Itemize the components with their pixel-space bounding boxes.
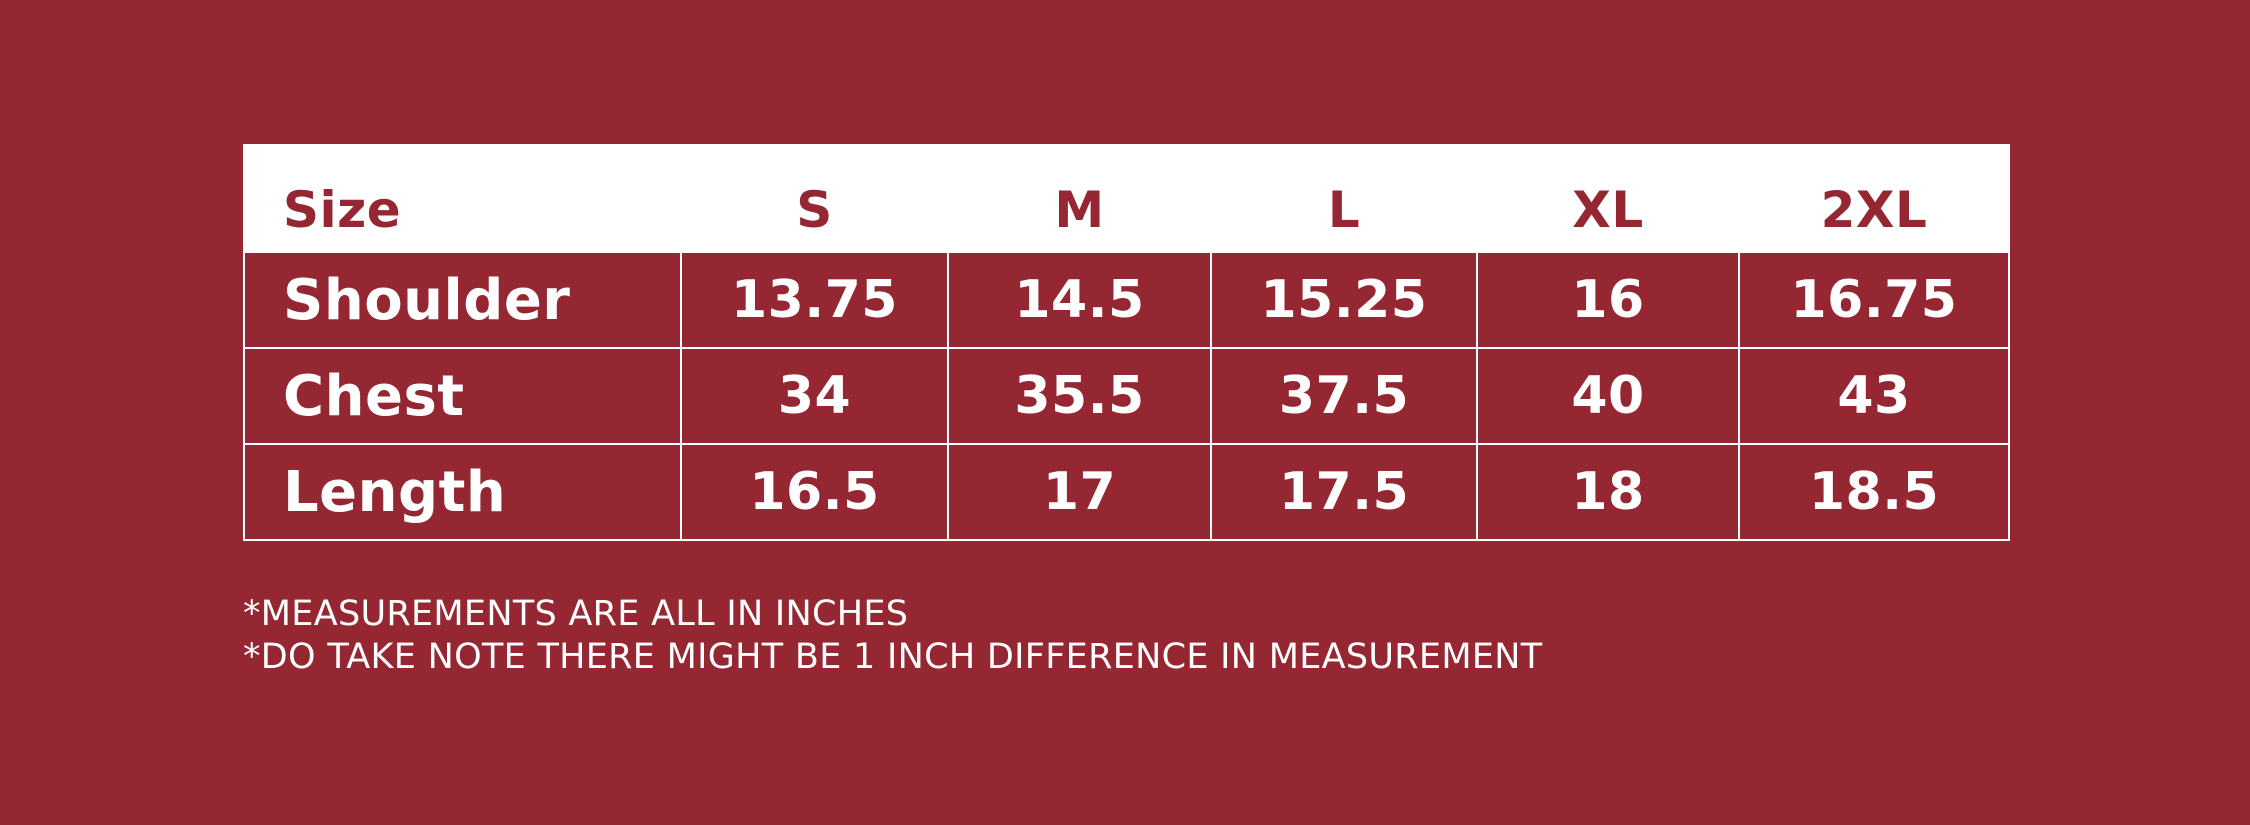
cell-shoulder-m: 14.5: [947, 251, 1212, 349]
cell-shoulder-2xl: 16.75: [1738, 251, 2010, 349]
header-row: Size S M L XL 2XL: [243, 144, 2010, 253]
cell-length-s: 16.5: [680, 443, 949, 541]
header-size-l: L: [1210, 144, 1478, 253]
header-size-label: Size: [243, 144, 682, 253]
cell-length-xl: 18: [1476, 443, 1740, 541]
cell-chest-m: 35.5: [947, 347, 1212, 445]
cell-chest-2xl: 43: [1738, 347, 2010, 445]
cell-length-m: 17: [947, 443, 1212, 541]
table-body: Shoulder 13.75 14.5 15.25 16 16.75 Chest…: [243, 251, 2010, 541]
cell-chest-l: 37.5: [1210, 347, 1478, 445]
cell-length-l: 17.5: [1210, 443, 1478, 541]
cell-shoulder-l: 15.25: [1210, 251, 1478, 349]
measurement-notes: *MEASUREMENTS ARE ALL IN INCHES *DO TAKE…: [243, 593, 1542, 679]
cell-shoulder-s: 13.75: [680, 251, 949, 349]
cell-length-2xl: 18.5: [1738, 443, 2010, 541]
row-label-shoulder: Shoulder: [243, 251, 682, 349]
cell-shoulder-xl: 16: [1476, 251, 1740, 349]
header-size-s: S: [680, 144, 949, 253]
header-size-m: M: [947, 144, 1212, 253]
note-units: *MEASUREMENTS ARE ALL IN INCHES: [243, 594, 909, 634]
cell-chest-s: 34: [680, 347, 949, 445]
size-chart-table: Size S M L XL 2XL Shoulder 13.75 14.5 15…: [243, 144, 2010, 541]
cell-chest-xl: 40: [1476, 347, 1740, 445]
row-label-length: Length: [243, 443, 682, 541]
table-row-shoulder: Shoulder 13.75 14.5 15.25 16 16.75: [243, 251, 2010, 349]
table-row-length: Length 16.5 17 17.5 18 18.5: [243, 443, 2010, 541]
row-label-chest: Chest: [243, 347, 682, 445]
header-size-xl: XL: [1476, 144, 1740, 253]
note-tolerance: *DO TAKE NOTE THERE MIGHT BE 1 INCH DIFF…: [243, 637, 1543, 677]
table-row-chest: Chest 34 35.5 37.5 40 43: [243, 347, 2010, 445]
header-size-2xl: 2XL: [1738, 144, 2010, 253]
table-header: Size S M L XL 2XL: [243, 144, 2010, 253]
